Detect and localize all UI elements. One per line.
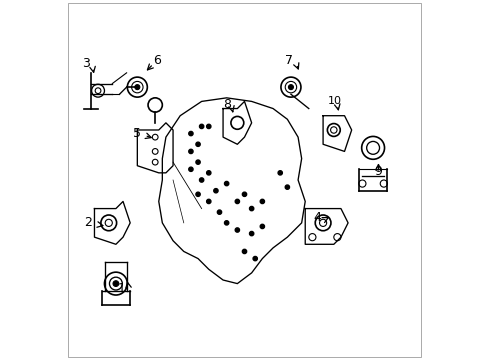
Text: 1: 1: [117, 283, 125, 296]
Circle shape: [213, 189, 218, 193]
Circle shape: [188, 149, 193, 154]
Circle shape: [206, 199, 210, 203]
Circle shape: [235, 199, 239, 203]
Circle shape: [235, 228, 239, 232]
Circle shape: [188, 167, 193, 171]
Circle shape: [278, 171, 282, 175]
Circle shape: [113, 281, 119, 287]
Circle shape: [288, 85, 293, 90]
Circle shape: [135, 85, 140, 90]
PathPatch shape: [159, 98, 305, 284]
Circle shape: [188, 131, 193, 136]
Circle shape: [206, 171, 210, 175]
Circle shape: [249, 206, 253, 211]
Circle shape: [196, 192, 200, 197]
Circle shape: [217, 210, 221, 214]
Circle shape: [242, 192, 246, 197]
Text: 8: 8: [222, 99, 230, 112]
Text: 3: 3: [81, 57, 89, 71]
Circle shape: [260, 224, 264, 229]
Circle shape: [224, 221, 228, 225]
Text: 6: 6: [153, 54, 161, 67]
Circle shape: [253, 256, 257, 261]
Circle shape: [242, 249, 246, 253]
Circle shape: [196, 142, 200, 147]
Text: 7: 7: [285, 54, 292, 67]
Text: 2: 2: [84, 216, 92, 229]
Circle shape: [249, 231, 253, 236]
Circle shape: [196, 160, 200, 164]
Circle shape: [285, 185, 289, 189]
Circle shape: [206, 124, 210, 129]
Text: 5: 5: [133, 127, 141, 140]
Text: 9: 9: [374, 165, 382, 177]
Circle shape: [199, 124, 203, 129]
Text: 4: 4: [313, 211, 321, 224]
Circle shape: [260, 199, 264, 203]
Circle shape: [199, 178, 203, 182]
Text: 10: 10: [327, 96, 341, 107]
Circle shape: [224, 181, 228, 186]
